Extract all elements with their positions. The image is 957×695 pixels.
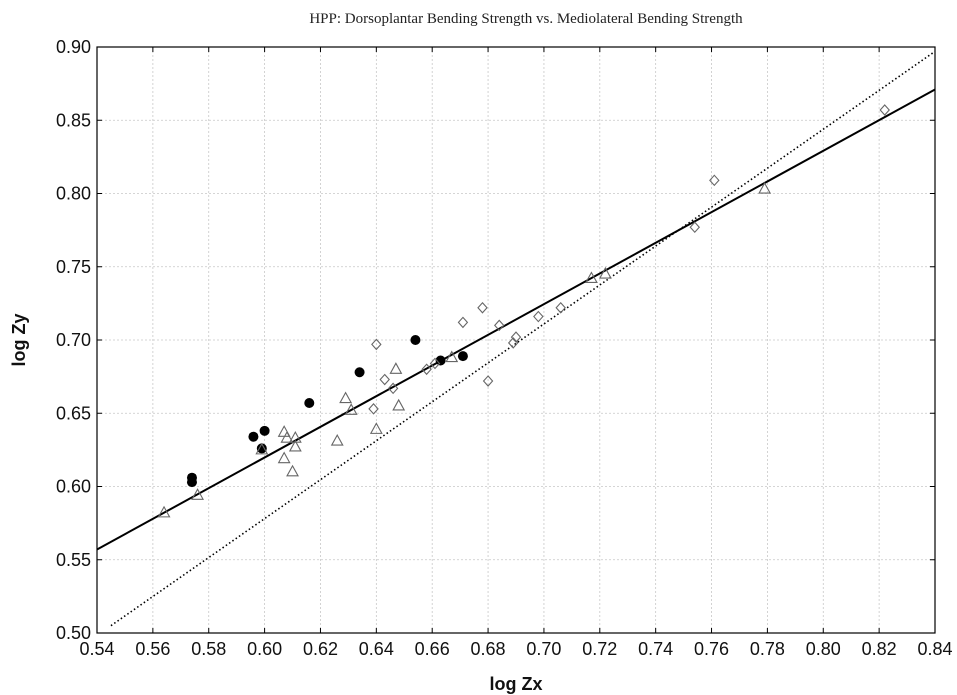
- data-point-diamond: [494, 319, 505, 332]
- data-point-triangle: [758, 181, 772, 194]
- grid: [96, 46, 936, 634]
- data-point-diamond: [510, 331, 522, 343]
- y-tick-label: 0.85: [56, 110, 91, 130]
- data-point-triangle: [255, 442, 269, 455]
- data-point-triangle: [286, 464, 299, 477]
- data-point-triangle: [369, 422, 383, 434]
- x-tick-label: 0.62: [303, 639, 338, 659]
- data-point-triangle: [157, 505, 171, 518]
- data-point-circle: [186, 477, 197, 488]
- data-point-triangle: [389, 362, 403, 374]
- data-point-diamond: [482, 375, 494, 387]
- data-point-triangle: [288, 431, 302, 443]
- x-tick-label: 0.60: [247, 639, 282, 659]
- y-tick-label: 0.60: [56, 477, 91, 497]
- x-tick-label: 0.58: [191, 639, 226, 659]
- data-point-diamond: [421, 363, 432, 376]
- data-point-triangle: [344, 403, 358, 415]
- data-point-triangle: [339, 391, 353, 404]
- data-point-circle: [304, 397, 315, 408]
- data-point-diamond: [387, 382, 399, 395]
- x-tick-label: 0.80: [806, 639, 841, 659]
- data-point-triangle: [598, 266, 612, 279]
- y-tick-label: 0.70: [56, 330, 91, 350]
- x-tick-label: 0.82: [862, 639, 897, 659]
- y-tick-label: 0.80: [56, 184, 91, 204]
- x-tick-label: 0.84: [917, 639, 952, 659]
- isometry-line: [110, 50, 936, 627]
- data-point-triangle: [584, 271, 598, 284]
- x-tick-label: 0.56: [135, 639, 170, 659]
- y-tick-label: 0.50: [56, 623, 91, 643]
- data-point-diamond: [371, 338, 382, 351]
- x-axis-label: log Zx: [490, 674, 543, 694]
- x-tick-label: 0.76: [694, 639, 729, 659]
- x-tick-label: 0.74: [638, 639, 673, 659]
- y-axis-ticks: 0.50 0.55 0.60 0.65 0.70 0.75 0.80 0.85 0.90: [56, 37, 935, 643]
- chart-title: HPP: Dorsoplantar Bending Strength vs. M…: [309, 11, 743, 27]
- y-tick-label: 0.75: [56, 257, 91, 277]
- data-point-circle: [435, 355, 446, 366]
- data-point-triangle: [445, 350, 459, 363]
- data-point-circle: [457, 351, 468, 362]
- y-tick-label: 0.65: [56, 403, 91, 423]
- x-tick-label: 0.68: [471, 639, 506, 659]
- data-point-triangle: [392, 398, 406, 411]
- y-tick-label: 0.90: [56, 37, 91, 57]
- x-tick-label: 0.66: [415, 639, 450, 659]
- x-tick-label: 0.54: [79, 639, 114, 659]
- x-axis-ticks: 0.54 0.56 0.58 0.60 0.62 0.64 0.66 0.68 0.70 0.72…: [79, 47, 953, 659]
- data-point-diamond: [709, 174, 720, 187]
- data-point-circle: [259, 425, 270, 436]
- data-point-triangle: [277, 451, 291, 464]
- data-point-diamond: [533, 310, 544, 323]
- x-tick-label: 0.72: [582, 639, 617, 659]
- data-point-diamond: [368, 403, 379, 415]
- y-tick-label: 0.55: [56, 550, 91, 570]
- data-point-circle: [410, 335, 421, 345]
- data-point-triangle: [330, 433, 344, 446]
- data-point-diamond: [457, 316, 469, 329]
- regression-line: [96, 88, 936, 551]
- data-point-circle: [256, 443, 267, 454]
- x-tick-label: 0.64: [359, 639, 394, 659]
- data-point-diamond: [555, 301, 566, 314]
- data-point-diamond: [879, 104, 890, 116]
- data-point-diamond: [379, 373, 390, 386]
- data-point-circle: [248, 431, 259, 442]
- data-point-diamond: [429, 357, 441, 370]
- x-tick-label: 0.70: [526, 639, 561, 659]
- data-point-triangle: [280, 431, 294, 443]
- data-points: [157, 104, 890, 518]
- data-point-diamond: [477, 301, 488, 314]
- x-tick-label: 0.78: [750, 639, 785, 659]
- data-point-triangle: [191, 488, 204, 500]
- data-point-circle: [354, 367, 365, 378]
- y-axis-label: log Zy: [9, 314, 29, 367]
- data-point-diamond: [689, 221, 701, 234]
- fit-lines: [96, 50, 936, 627]
- data-point-triangle: [288, 439, 302, 452]
